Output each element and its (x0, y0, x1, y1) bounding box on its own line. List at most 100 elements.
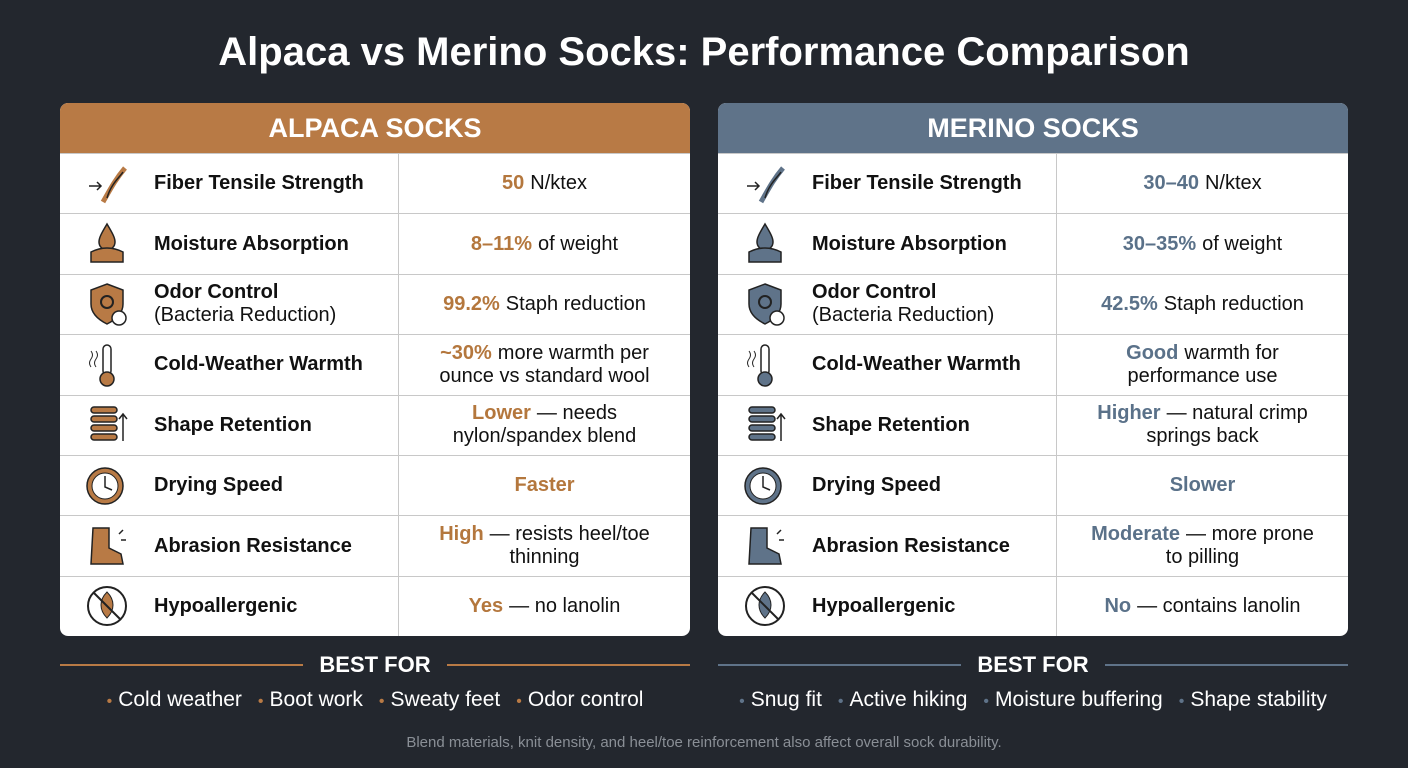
value-rest: — needs nylon/spandex blend (452, 402, 637, 448)
value-highlight: 30–35% (1122, 232, 1197, 255)
icon (718, 158, 812, 210)
label-text: Fiber Tensile Strength (812, 172, 1022, 195)
label-cell: Hypoallergenic (60, 576, 399, 636)
value-text: Good warmth for performance use (1087, 342, 1318, 388)
value-cell: Yes — no lanolin (399, 577, 690, 636)
label-cell: Fiber Tensile Strength (718, 154, 1057, 214)
value-text: 30–35% of weight (1123, 233, 1282, 256)
row-label: Hypoallergenic (812, 594, 956, 617)
icon (718, 218, 812, 270)
label-text: Shape Retention (154, 414, 312, 437)
icon-graphic (87, 586, 127, 627)
table-row: Cold-Weather Warmth Good warmth for perfor… (718, 334, 1348, 395)
value-text: Faster (514, 474, 574, 497)
value-text: Yes — no lanolin (469, 595, 621, 618)
table-row: Shape Retention Lower — needs nylon/spande… (60, 394, 690, 455)
table-row: Odor Control (Bacteria Reduction) 99.2% Sta… (60, 273, 690, 335)
value-cell: High — resists heel/toe thinning (399, 516, 690, 575)
label-text: Abrasion Resistance (154, 535, 352, 558)
value-text: High — resists heel/toe thinning (429, 523, 660, 569)
value-highlight: ~30% (440, 341, 492, 364)
value-cell: Lower — needs nylon/spandex blend (399, 396, 690, 455)
value-cell: ~30% more warmth per ounce vs standard wo… (399, 335, 690, 394)
item-text: Active hiking (849, 688, 968, 711)
label-cell: Cold-Weather Warmth (718, 335, 1057, 395)
value-rest: N/ktex (530, 172, 587, 195)
item-text: Boot work (269, 688, 363, 711)
item-text: Odor control (527, 688, 644, 711)
value-rest: — resists heel/toe thinning (489, 523, 650, 569)
best-for-item: • Shape stability (1179, 688, 1327, 711)
footer: Blend materials, knit density, and heel/… (406, 734, 1002, 751)
bullet: • (516, 693, 522, 710)
value-cell: 30–35% of weight (1057, 214, 1348, 273)
best-for: BEST FOR • Cold weather • Boot work • Sweaty f… (60, 652, 691, 712)
bullet: • (378, 693, 385, 710)
label-cell: Hypoallergenic (718, 576, 1057, 636)
value-rest: more warmth per ounce vs standard wool (439, 341, 650, 387)
icon-graphic (748, 527, 784, 565)
icon-graphic (748, 283, 785, 327)
rule (446, 664, 691, 666)
best-for-item: • Boot work (258, 688, 363, 711)
value-rest: — more prone to pilling (1165, 523, 1314, 569)
best-for-item: • Active hiking (838, 688, 968, 711)
value-highlight: 42.5% (1101, 292, 1158, 315)
value-rest: N/ktex (1204, 172, 1262, 195)
value-cell: Good warmth for performance use (1057, 335, 1348, 394)
icon (60, 278, 154, 330)
value-cell: Slower (1057, 456, 1348, 515)
value-cell: Higher — natural crimp springs back (1057, 396, 1348, 455)
panel: ALPACA SOCKS Fiber Tensile Strength 50 N/kt… (60, 103, 690, 636)
icon-graphic (90, 406, 128, 442)
value-text: 30–40 N/ktex (1143, 172, 1261, 195)
table-row: Fiber Tensile Strength 30–40 N/ktex (718, 153, 1348, 214)
row-sublabel: (Bacteria Reduction) (812, 304, 995, 327)
panel-header: ALPACA SOCKS (60, 103, 690, 153)
icon-graphic (744, 466, 782, 505)
icon-graphic (89, 166, 127, 203)
value-highlight: 30–40 (1143, 172, 1199, 195)
icon (60, 218, 154, 270)
row-label: Cold-Weather Warmth (154, 353, 363, 376)
row-label: Odor Control (812, 281, 937, 304)
label-text: Drying Speed (154, 474, 283, 497)
best-for-title: BEST FOR (977, 652, 1089, 677)
value-cell: 8–11% of weight (399, 214, 690, 273)
table-row: Abrasion Resistance High — resists heel/to… (60, 515, 690, 576)
value-cell: Moderate — more prone to pilling (1057, 516, 1348, 575)
value-highlight: Yes (468, 594, 504, 617)
icon-graphic (89, 344, 115, 387)
icon (718, 460, 812, 512)
icon (718, 399, 812, 451)
label-text: Abrasion Resistance (812, 535, 1010, 558)
row-label: Shape Retention (154, 413, 312, 436)
row-label: Fiber Tensile Strength (154, 172, 364, 195)
label-cell: Drying Speed (718, 455, 1057, 516)
value-rest: — no lanolin (509, 594, 621, 617)
row-label: Shape Retention (812, 413, 970, 436)
icon-graphic (86, 466, 124, 505)
label-text: Hypoallergenic (812, 595, 955, 618)
icon-graphic (90, 283, 127, 327)
best-for-title: BEST FOR (319, 652, 431, 677)
value-text: Higher — natural crimp springs back (1087, 402, 1318, 448)
value-text: Lower — needs nylon/spandex blend (429, 402, 660, 448)
label-cell: Shape Retention (60, 395, 399, 455)
label-text: Odor Control (Bacteria Reduction) (154, 281, 336, 327)
icon-graphic (748, 406, 786, 442)
best-for-item: • Cold weather (107, 688, 242, 711)
table-row: Fiber Tensile Strength 50 N/ktex (60, 153, 690, 214)
table-row: Hypoallergenic Yes — no lanolin (60, 575, 690, 636)
value-text: 50 N/ktex (502, 172, 587, 195)
icon (718, 339, 812, 391)
value-text: 99.2% Staph reduction (443, 293, 646, 316)
table-row: Abrasion Resistance Moderate — more prone … (718, 515, 1348, 576)
label-text: Cold-Weather Warmth (154, 353, 363, 376)
value-highlight: Lower (472, 402, 531, 425)
row-label: Odor Control (154, 281, 279, 304)
row-sublabel: (Bacteria Reduction) (154, 304, 337, 327)
value-highlight: No (1104, 594, 1132, 617)
value-highlight: 8–11% (470, 232, 533, 255)
icon-graphic (747, 166, 785, 203)
